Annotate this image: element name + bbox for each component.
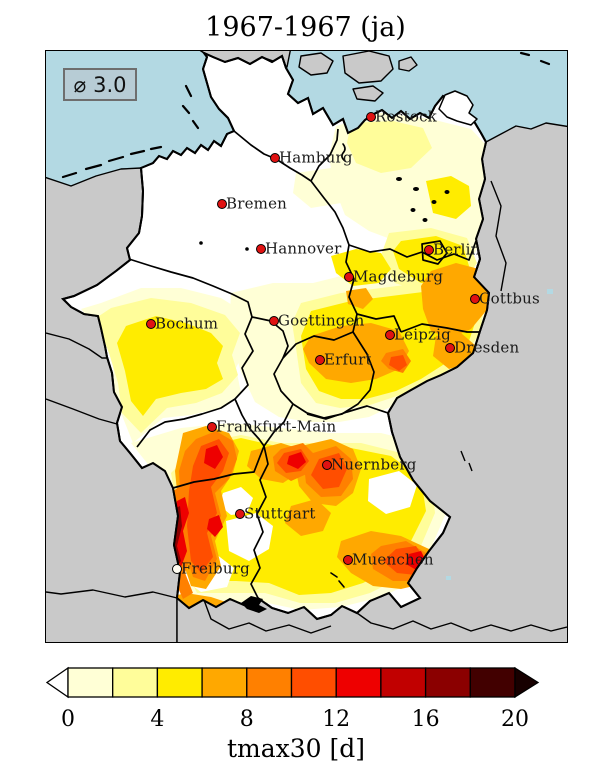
colorbar-ticks: 0 4 8 12 16 20 bbox=[61, 707, 529, 732]
coastal-island-dashes bbox=[61, 51, 551, 179]
map-frame bbox=[45, 50, 568, 643]
islands bbox=[438, 90, 478, 126]
tick-label: 16 bbox=[412, 707, 440, 732]
colorbar-label: tmax30 [d] bbox=[227, 734, 365, 763]
colorbar-segments bbox=[45, 666, 540, 699]
small-squiggles bbox=[330, 143, 346, 588]
mean-value: 3.0 bbox=[93, 72, 127, 97]
foreign-borders bbox=[46, 180, 567, 634]
mean-badge: ⌀ 3.0 bbox=[63, 68, 137, 101]
germany-map-svg bbox=[46, 51, 567, 642]
tick-label: 12 bbox=[322, 707, 350, 732]
state-borders bbox=[128, 128, 480, 599]
colorbar-segment bbox=[290, 667, 337, 698]
colorbar-segment bbox=[112, 667, 159, 698]
tick-label: 20 bbox=[501, 707, 529, 732]
colorbar-segment bbox=[201, 667, 248, 698]
diameter-icon: ⌀ bbox=[73, 72, 87, 97]
tick-label: 0 bbox=[61, 707, 75, 732]
colorbar-under-arrow bbox=[45, 666, 69, 699]
tick-label: 8 bbox=[240, 707, 254, 732]
colorbar: 0 4 8 12 16 20 tmax30 [d] bbox=[45, 666, 540, 763]
foreign-lake bbox=[446, 576, 451, 580]
colorbar-segment bbox=[335, 667, 382, 698]
colorbar-segment bbox=[469, 667, 516, 698]
foreign-lake bbox=[547, 289, 553, 294]
colorbar-segment bbox=[67, 667, 114, 698]
colorbar-segment bbox=[424, 667, 471, 698]
colorbar-segment bbox=[246, 667, 293, 698]
colorbar-segment bbox=[156, 667, 203, 698]
tick-label: 4 bbox=[150, 707, 164, 732]
figure-title: 1967-1967 (ja) bbox=[205, 12, 406, 43]
lakes bbox=[199, 177, 450, 613]
colorbar-segment bbox=[380, 667, 427, 698]
colorbar-over-arrow bbox=[514, 666, 540, 699]
